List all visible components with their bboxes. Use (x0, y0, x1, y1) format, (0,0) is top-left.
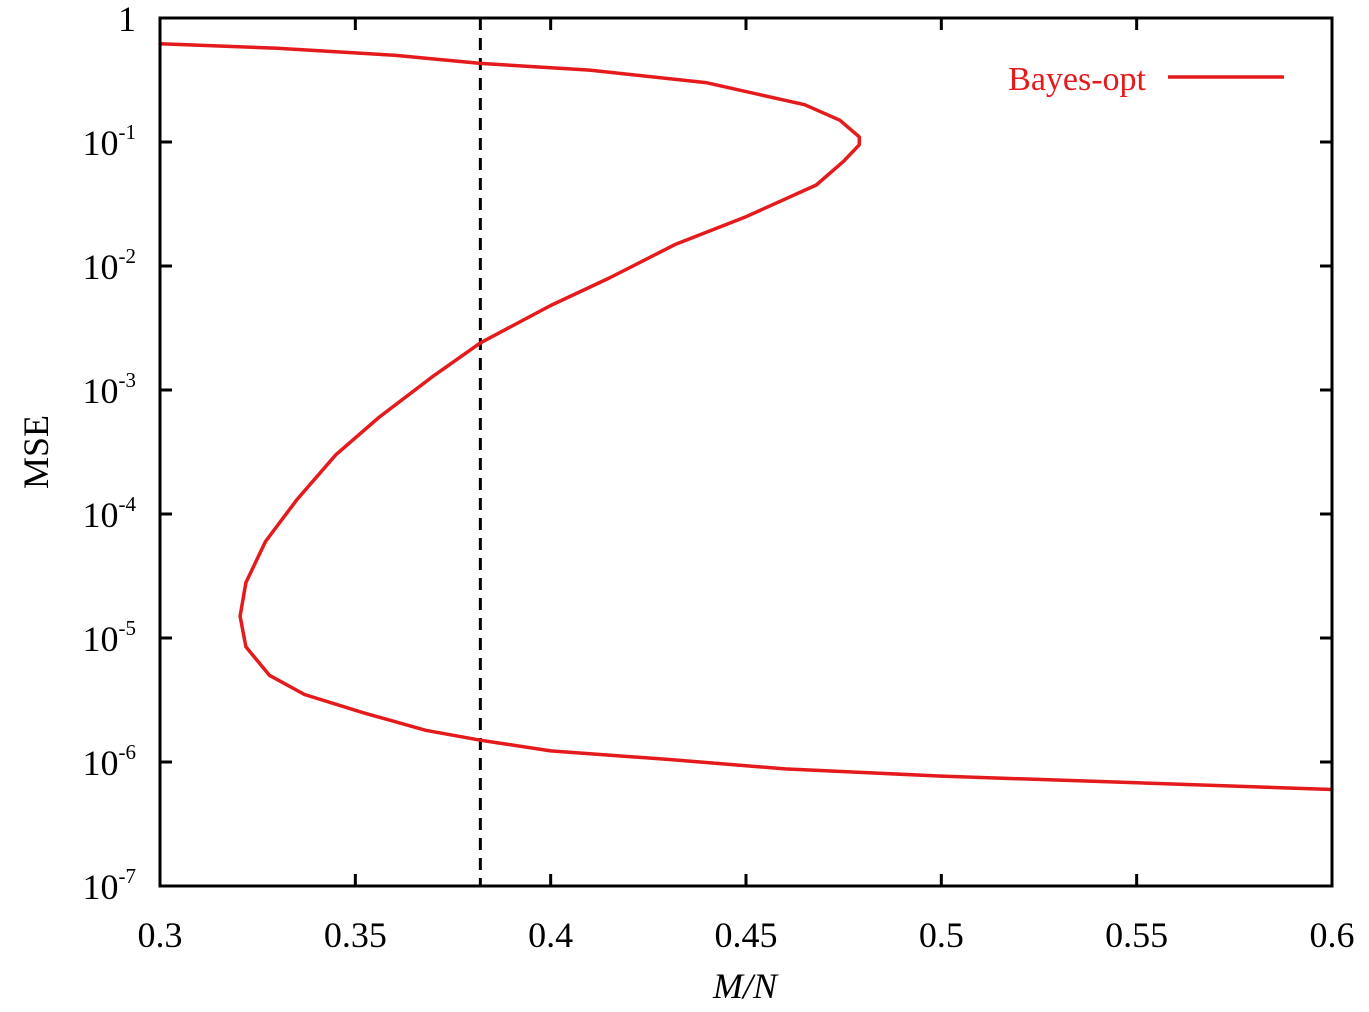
y-tick-label: 10-1 (83, 120, 137, 163)
y-axis-ticks: 1 10-1 10-2 10-3 10-4 10-5 10-6 10-7 (83, 0, 1333, 907)
x-tick-label: 0.3 (138, 915, 183, 955)
y-axis-label: MSE (16, 415, 56, 489)
x-tick-label: 0.45 (715, 915, 778, 955)
x-tick-label: 0.4 (528, 915, 573, 955)
axes-frame (160, 18, 1332, 886)
y-tick-label: 10-3 (83, 368, 137, 411)
legend-label-bayes-opt: Bayes-opt (1008, 61, 1146, 98)
x-tick-label: 0.6 (1310, 915, 1355, 955)
x-tick-label: 0.55 (1105, 915, 1168, 955)
y-tick-label: 10-2 (83, 244, 137, 287)
x-axis-label: M/N (712, 966, 779, 1006)
y-tick-label: 10-6 (83, 740, 137, 783)
x-tick-label: 0.35 (324, 915, 387, 955)
legend: Bayes-opt (1008, 61, 1284, 98)
y-tick-label: 10-4 (83, 492, 137, 535)
plot-area (160, 18, 1332, 886)
y-tick-label: 10-5 (83, 616, 137, 659)
x-axis-ticks: 0.3 0.35 0.4 0.45 0.5 0.55 0.6 (138, 18, 1355, 955)
y-tick-label: 10-7 (83, 864, 137, 907)
series-line-bayes-opt (160, 44, 1332, 790)
x-tick-label: 0.5 (919, 915, 964, 955)
y-tick-label: 1 (118, 0, 136, 39)
plot-frame (160, 18, 1332, 886)
